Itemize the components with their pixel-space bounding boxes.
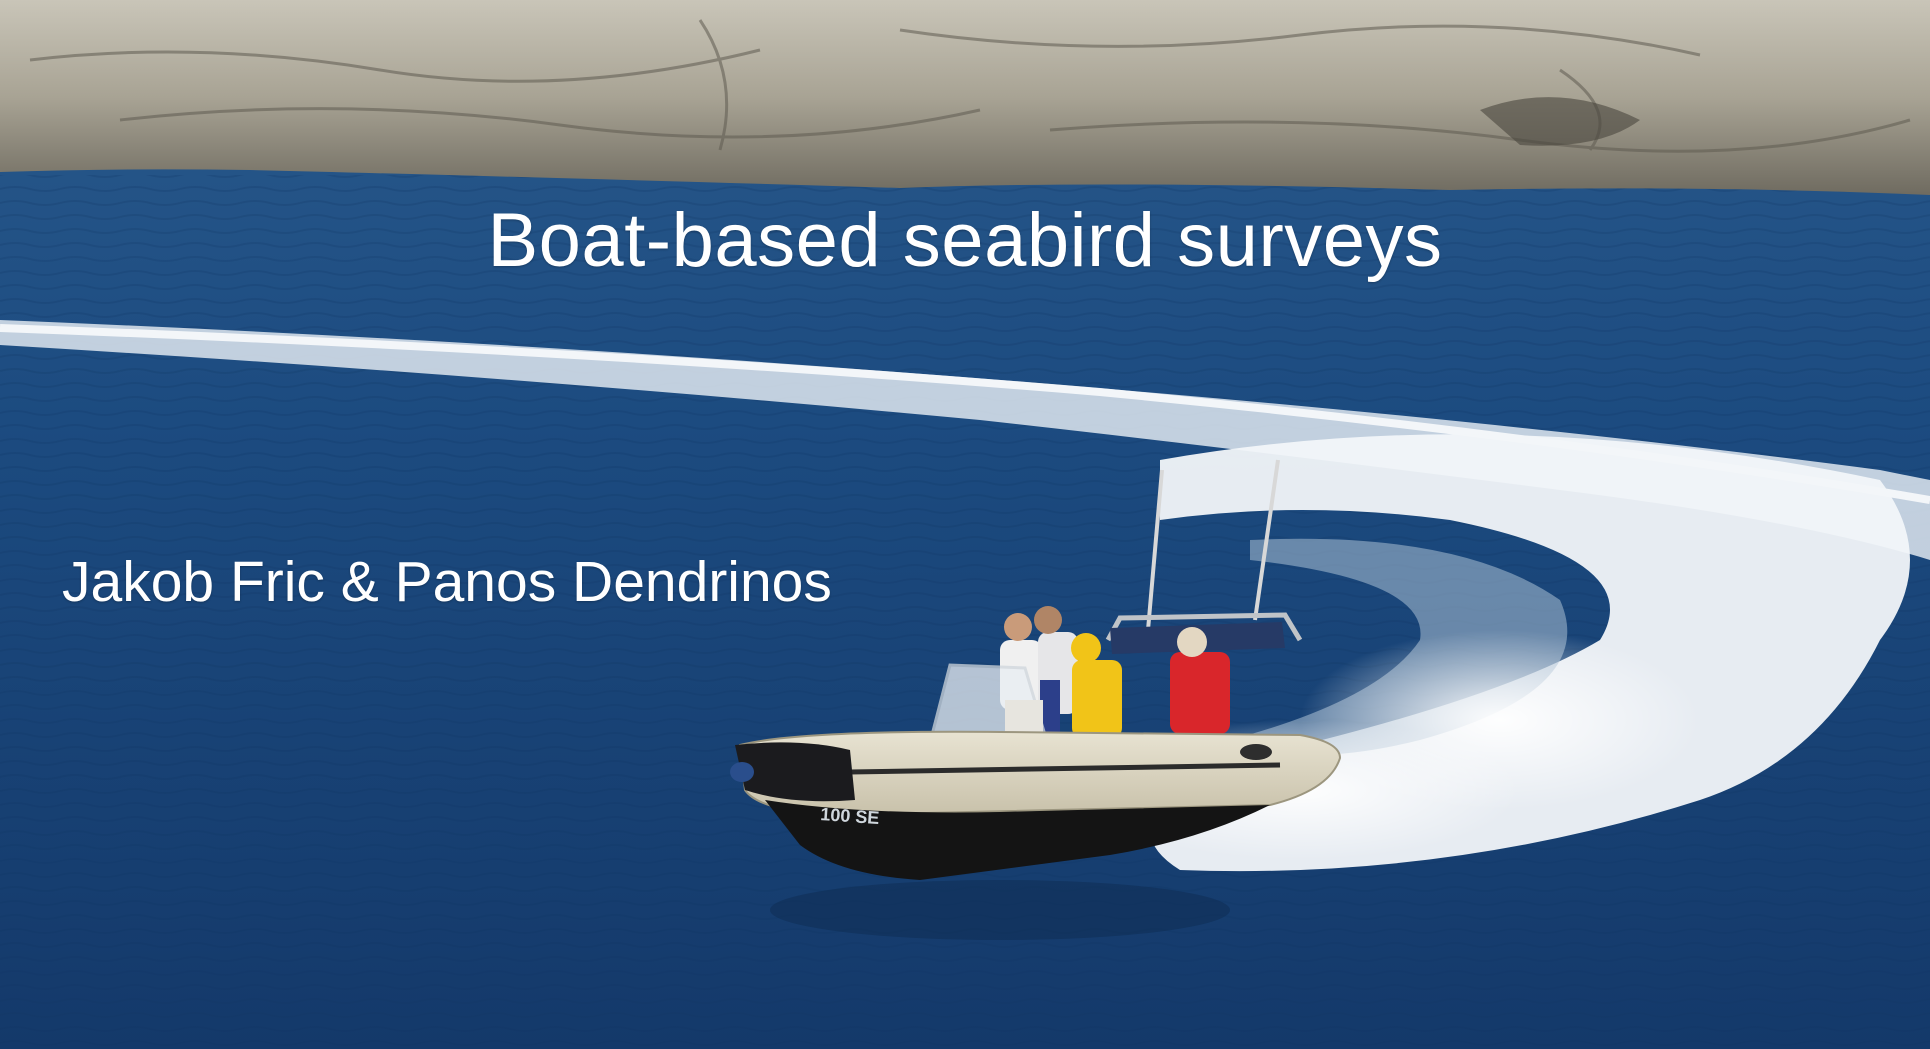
people [1000,606,1230,738]
slide-subtitle: Jakob Fric & Panos Dendrinos [62,550,832,614]
boat: 100 SE [730,459,1342,880]
slide-title: Boat-based seabird surveys [487,198,1443,283]
hull-number: 100 SE [820,804,880,828]
rocky-cliff [0,0,1930,195]
boat-hull [765,800,1270,880]
